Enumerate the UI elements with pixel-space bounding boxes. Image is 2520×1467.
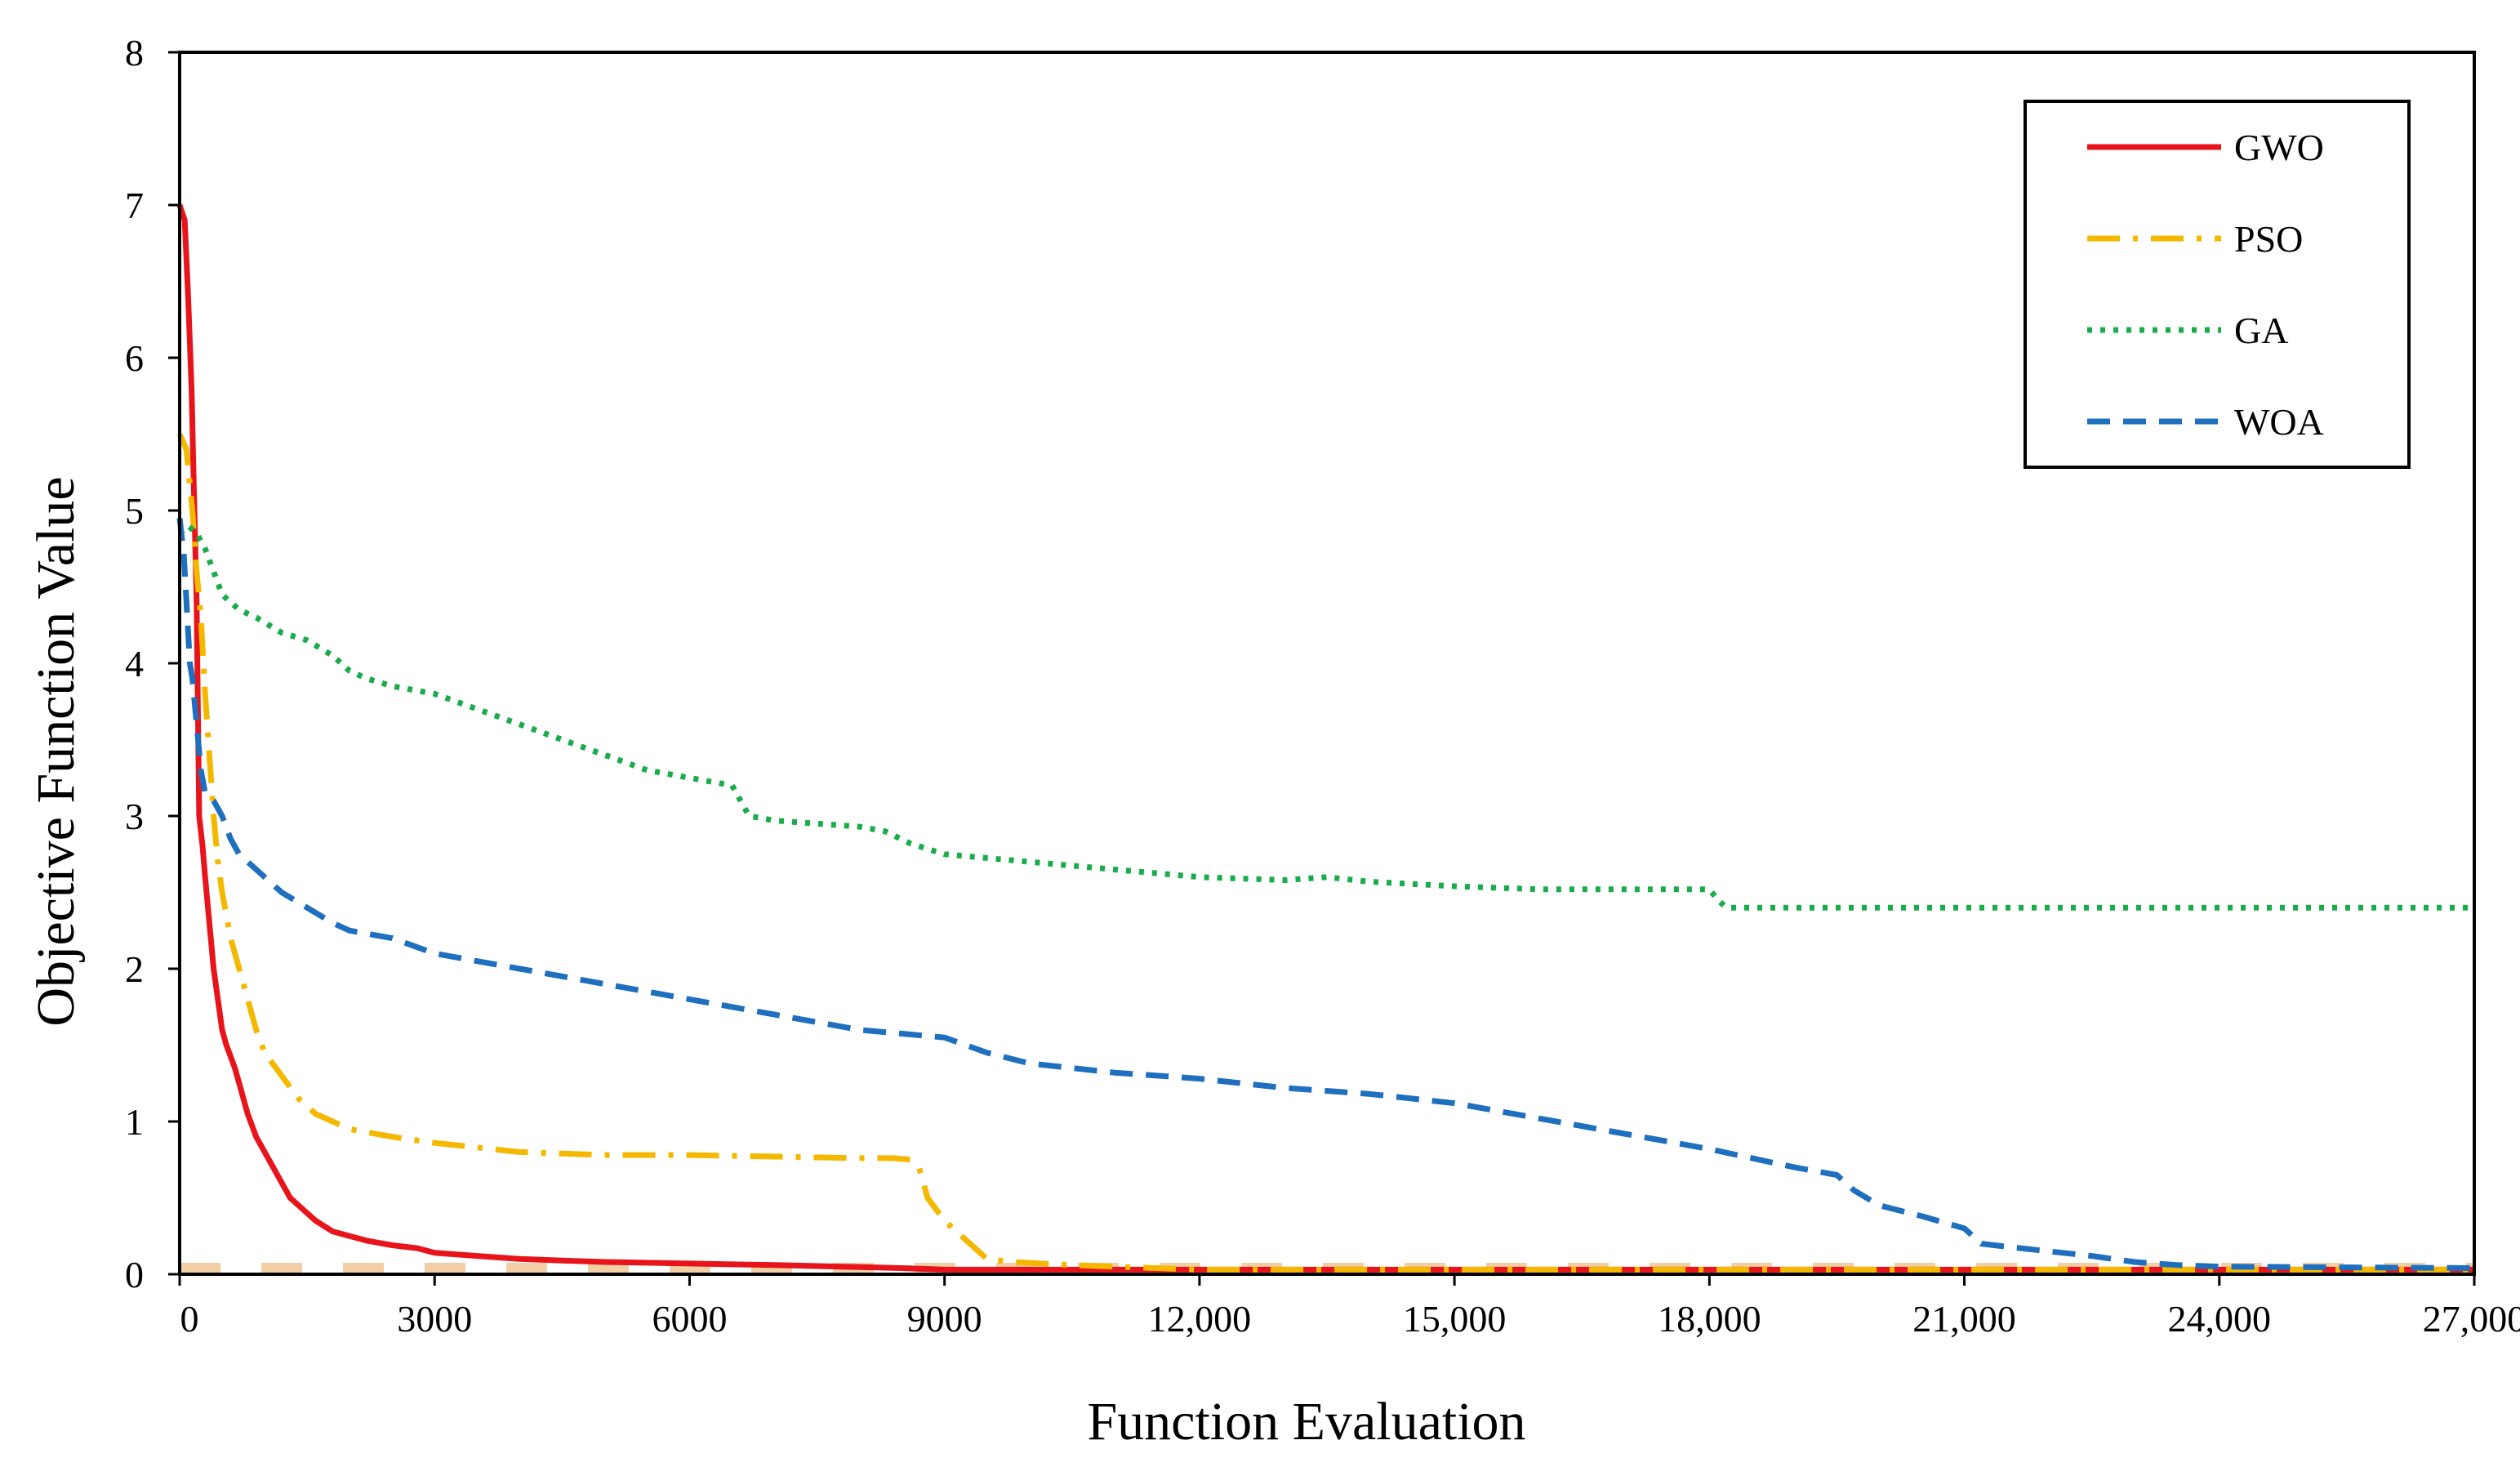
x-tick-label: 15,000	[1403, 1298, 1507, 1340]
x-tick-label: 12,000	[1148, 1298, 1252, 1340]
x-tick-label: 18,000	[1658, 1298, 1761, 1340]
y-tick-label: 3	[125, 796, 144, 837]
legend-box	[2024, 100, 2411, 469]
legend: GWO PSO GA WOA	[2024, 100, 2411, 469]
y-tick-label: 4	[125, 643, 144, 684]
legend-label-woa: WOA	[2234, 401, 2324, 443]
y-axis-ticks: 0 1 2 3 4 5 6 7 8	[125, 32, 180, 1295]
y-tick-label: 0	[125, 1254, 144, 1295]
series-line-gwo	[176, 203, 2474, 1273]
x-tick-label: 21,000	[1912, 1298, 2016, 1340]
legend-label-pso: PSO	[2234, 218, 2303, 260]
y-tick-label: 5	[125, 490, 144, 532]
x-tick-label: 9000	[907, 1298, 982, 1340]
y-tick-label: 1	[125, 1101, 144, 1143]
legend-label-gwo: GWO	[2234, 127, 2324, 168]
series-layer	[176, 203, 2475, 1273]
series-line-woa	[176, 518, 2475, 1271]
y-axis-title: Objective Function Value	[26, 476, 86, 1026]
x-tick-label: 6000	[652, 1298, 727, 1340]
y-tick-label: 6	[125, 337, 144, 379]
x-tick-label: 0	[180, 1298, 199, 1340]
x-tick-label: 24,000	[2168, 1298, 2272, 1340]
y-tick-label: 8	[125, 32, 144, 74]
x-axis-ticks: 0 3000 6000 9000 12,000 15,000 18,000 21,000 24,…	[178, 1274, 2520, 1340]
x-axis-title: Function Evaluation	[1087, 1392, 1525, 1451]
x-tick-label: 27,000	[2423, 1298, 2520, 1340]
x-tick-label: 3000	[397, 1298, 472, 1340]
y-tick-label: 2	[125, 948, 144, 990]
series-line-ga	[177, 523, 2474, 911]
series-line-pso	[176, 433, 2474, 1273]
y-tick-label: 7	[125, 185, 144, 226]
legend-label-ga: GA	[2234, 310, 2288, 351]
